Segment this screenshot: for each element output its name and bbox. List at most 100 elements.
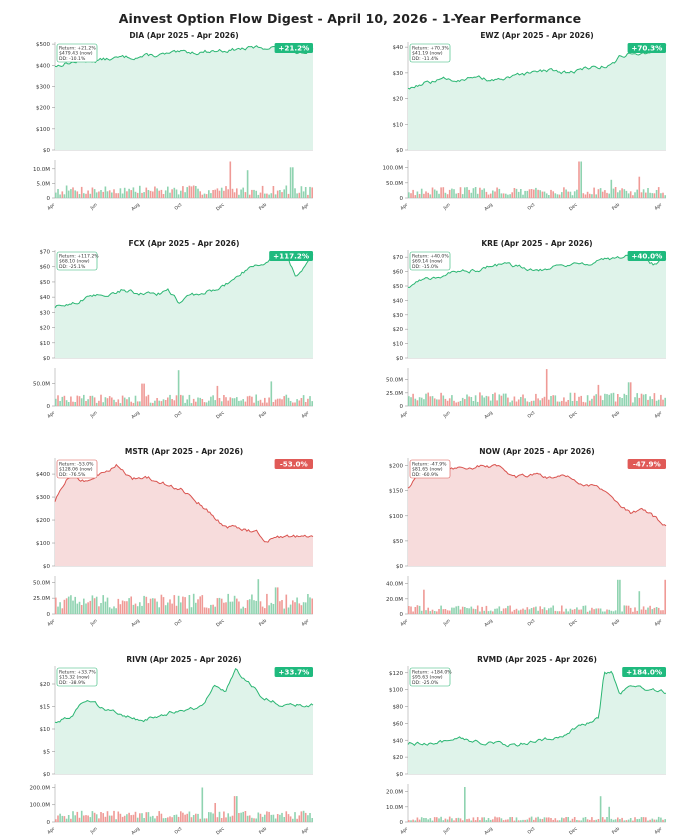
volume-bar xyxy=(565,189,567,198)
volume-bar xyxy=(199,818,202,822)
volume-bar xyxy=(89,600,92,614)
volume-bar xyxy=(201,399,204,406)
volume-bar xyxy=(106,597,109,614)
volume-bar xyxy=(487,194,490,198)
volume-bar xyxy=(259,813,262,822)
volume-bar xyxy=(152,191,154,198)
volume-bar xyxy=(203,818,206,822)
volume-bar xyxy=(420,397,423,406)
volume-bar xyxy=(476,193,479,198)
volume-bar xyxy=(307,194,309,198)
volume-bar xyxy=(543,396,546,406)
volume-bar xyxy=(556,611,559,614)
volume-bar xyxy=(408,192,410,198)
volume-bar xyxy=(261,402,264,406)
volume-bar xyxy=(545,817,548,822)
volume-bar xyxy=(177,194,180,198)
volume-bar xyxy=(619,397,621,406)
volume-bar xyxy=(272,186,275,198)
volume-bar xyxy=(117,598,120,614)
volume-bar xyxy=(448,610,451,614)
volume-bar xyxy=(619,579,621,614)
volume-bar xyxy=(80,186,83,198)
volume-bar xyxy=(266,593,268,614)
volume-bar xyxy=(455,193,458,198)
volume-bar xyxy=(438,818,440,822)
return-badge-text: +33.7% xyxy=(278,668,309,677)
volume-bar xyxy=(578,161,580,198)
volume-bar xyxy=(156,188,158,198)
volume-bar xyxy=(85,603,87,614)
volume-bar xyxy=(134,603,137,614)
volume-bar xyxy=(657,816,660,822)
info-line: Return: +117.2% xyxy=(59,254,99,260)
volume-bar xyxy=(464,399,466,406)
volume-bar xyxy=(502,820,505,822)
volume-bar xyxy=(436,190,438,198)
volume-bar xyxy=(115,193,117,198)
volume-bar xyxy=(509,194,511,198)
volume-bar xyxy=(455,402,458,406)
volume-bar xyxy=(580,820,583,822)
volume-bar xyxy=(554,193,557,198)
volume-bar xyxy=(591,398,593,406)
volume-bar xyxy=(67,190,70,198)
volume-bar xyxy=(500,193,503,198)
volume-bar xyxy=(126,399,128,406)
volume-bar xyxy=(468,608,470,614)
volume-bar xyxy=(425,393,427,406)
volume-bar xyxy=(307,815,309,822)
volume-bar xyxy=(180,190,182,198)
volume-bar xyxy=(117,193,120,198)
volume-bar xyxy=(78,396,81,406)
volume-bar xyxy=(528,609,531,614)
volume-bar xyxy=(634,397,636,406)
volume-bar xyxy=(541,819,544,822)
info-line: DD: -38.9% xyxy=(59,680,86,686)
volume-bar xyxy=(59,602,61,614)
volume-bar xyxy=(660,610,662,614)
month-tick-label: Dec xyxy=(568,826,579,837)
volume-bar xyxy=(571,401,574,406)
volume-bar xyxy=(190,186,193,198)
volume-bar xyxy=(199,596,202,614)
volume-bar xyxy=(468,818,470,822)
volume-bar xyxy=(642,189,645,198)
volume-bar xyxy=(296,193,298,198)
volume-bar xyxy=(208,400,210,406)
volume-bar xyxy=(300,811,303,822)
volume-bar xyxy=(139,602,141,614)
volume-bar xyxy=(156,398,158,406)
volume-bar xyxy=(117,811,120,822)
volume-bar xyxy=(238,601,240,614)
volume-bar xyxy=(416,817,419,822)
chart-panel-mstr: MSTR (Apr 2025 - Apr 2026) $0 $100 $200 $300… xyxy=(33,447,314,628)
volume-bar xyxy=(418,397,421,406)
volume-bar xyxy=(248,194,251,198)
month-tick-label: Feb xyxy=(258,826,268,836)
month-tick-label: Oct xyxy=(173,618,183,628)
volume-bar xyxy=(195,186,197,198)
volume-bar xyxy=(236,796,238,822)
volume-bar xyxy=(427,819,430,822)
return-badge-bg xyxy=(627,43,666,53)
volume-bar xyxy=(459,609,462,614)
volume-bar xyxy=(440,816,442,822)
volume-bar xyxy=(468,396,470,406)
volume-bar xyxy=(483,610,486,614)
volume-bar xyxy=(244,401,247,406)
price-line xyxy=(54,44,314,68)
volume-tick-label: 100.0M xyxy=(383,166,404,172)
volume-bar xyxy=(612,188,615,198)
volume-bar xyxy=(593,609,595,614)
volume-bar xyxy=(108,396,111,406)
price-tick-label: $20 xyxy=(393,97,404,103)
volume-bar xyxy=(552,605,555,614)
volume-bar xyxy=(545,193,548,198)
price-area xyxy=(55,45,313,150)
volume-bar xyxy=(65,400,68,406)
volume-bar xyxy=(617,579,619,614)
volume-tick-label: 0 xyxy=(400,612,404,618)
volume-bar xyxy=(513,820,516,822)
volume-bar xyxy=(433,189,436,198)
